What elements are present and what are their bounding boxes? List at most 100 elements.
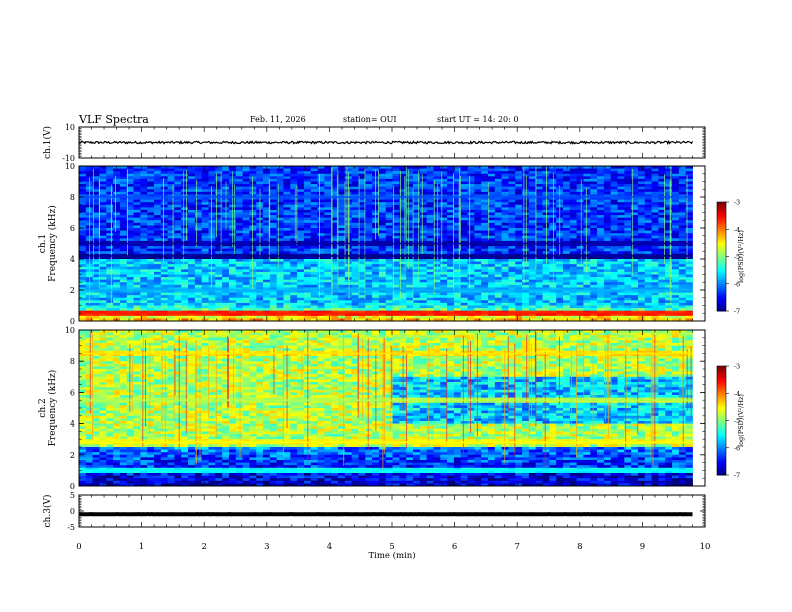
spectrogram-cell (208, 191, 216, 195)
spectrogram-cell (576, 256, 584, 260)
spectrogram-cell (167, 166, 175, 169)
spectrogram-cell (590, 207, 598, 211)
spectrogram-cell (610, 199, 618, 203)
spectrogram-cell (549, 199, 557, 203)
spectrogram-cell (119, 297, 128, 301)
spectrogram-cell (392, 222, 400, 226)
spectrogram-cell (317, 215, 325, 219)
spectrogram-cell (440, 176, 448, 180)
spectrogram-cell (79, 266, 87, 270)
spectrogram-cell (528, 176, 537, 180)
spectrogram-cell (467, 235, 475, 239)
spectrogram-cell (631, 238, 639, 242)
spectrogram-cell (487, 261, 496, 265)
spectrogram-cell (515, 199, 523, 203)
spectrogram-cell (501, 287, 509, 291)
spectrogram-cell (283, 274, 291, 278)
spectrogram-cell (215, 292, 223, 296)
spectrogram-cell (338, 220, 346, 224)
spectrogram-cell (181, 199, 189, 203)
spectrogram-cell (385, 171, 393, 175)
spectrogram-cell (351, 168, 359, 172)
spectrogram-cell (672, 238, 680, 242)
spectrogram-cell (153, 259, 162, 262)
spectrogram-cell (624, 184, 632, 188)
spectrogram-cell (631, 194, 639, 198)
spectrogram-cell (590, 209, 598, 213)
spectrogram-cell (228, 300, 237, 304)
spectrogram-cell (79, 220, 87, 224)
spectrogram-cell (194, 176, 203, 180)
spectrogram-cell (515, 184, 523, 188)
spectrogram-cell (310, 261, 318, 265)
spectrogram-cell (515, 279, 523, 283)
spectrogram-cell (501, 207, 509, 211)
spectrogram-cell (651, 225, 659, 229)
spectrogram-cell (569, 295, 577, 299)
spectrogram-cell (399, 197, 407, 200)
spectrogram-cell (201, 212, 209, 216)
spectrogram-cell (460, 266, 468, 270)
spectrogram-cell (535, 292, 543, 296)
spectrogram-cell (392, 225, 400, 229)
spectrogram-cell (440, 186, 448, 190)
spectrogram-cell (549, 297, 557, 301)
spectrogram-cell (297, 274, 305, 278)
spectrogram-cell (331, 189, 339, 193)
spectrogram-cell (481, 197, 489, 200)
spectrogram-cell (303, 220, 312, 224)
spectrogram-cell (358, 235, 366, 239)
spectrogram-cell (92, 284, 100, 288)
spectrogram-cell (597, 282, 605, 286)
spectrogram-cell (678, 256, 687, 260)
spectrogram-cell (460, 166, 468, 169)
spectrogram-cell (378, 264, 387, 268)
spectrogram-cell (672, 259, 680, 262)
spectrogram-cell (515, 261, 523, 265)
spectrogram-cell (215, 256, 223, 260)
spectrogram-cell (501, 300, 509, 304)
spectrogram-cell (631, 178, 639, 182)
spectrogram-cell (174, 197, 182, 200)
spectrogram-cell (651, 297, 659, 301)
spectrogram-cell (644, 173, 652, 177)
spectrogram-cell (385, 204, 393, 208)
spectrogram-cell (672, 171, 680, 175)
spectrogram-cell (501, 222, 509, 226)
spectrogram-cell (583, 269, 591, 273)
spectrogram-cell (351, 217, 359, 221)
spectrogram-cell (678, 259, 687, 262)
spectrogram-cell (378, 261, 387, 265)
spectrogram-cell (501, 243, 509, 247)
spectrogram-cell (113, 168, 121, 172)
spectrogram-cell (569, 199, 577, 203)
spectrogram-cell (372, 297, 380, 301)
spectrogram-cell (317, 256, 325, 260)
spectrogram-cell (528, 271, 537, 275)
spectrogram-cell (365, 261, 373, 265)
spectrogram-cell (119, 191, 128, 195)
spectrogram-cell (501, 173, 509, 177)
spectrogram-cell (542, 297, 550, 301)
spectrogram-cell (351, 238, 359, 242)
spectrogram-cell (419, 222, 428, 226)
spectrogram-cell (508, 292, 516, 296)
date-label: Feb. 11, 2026 (250, 115, 306, 124)
spectrogram-cell (494, 284, 503, 288)
spectrogram-cell (378, 256, 387, 260)
spectrogram-cell (406, 178, 414, 182)
spectrogram-cell (351, 181, 359, 185)
spectrogram-cell (494, 259, 503, 262)
spectrogram-cell (283, 284, 291, 288)
spectrogram-cell (440, 264, 448, 268)
spectrogram-cell (297, 266, 305, 270)
spectrogram-cell (617, 178, 625, 182)
spectrogram-cell (153, 215, 162, 219)
spectrogram-cell (481, 191, 489, 195)
spectrogram-cell (528, 166, 537, 169)
spectrogram-cell (140, 300, 148, 304)
spectrogram-cell (331, 282, 339, 286)
spectrogram-cell (651, 264, 659, 268)
spectrogram-cell (290, 243, 298, 247)
spectrogram-cell (188, 194, 196, 198)
